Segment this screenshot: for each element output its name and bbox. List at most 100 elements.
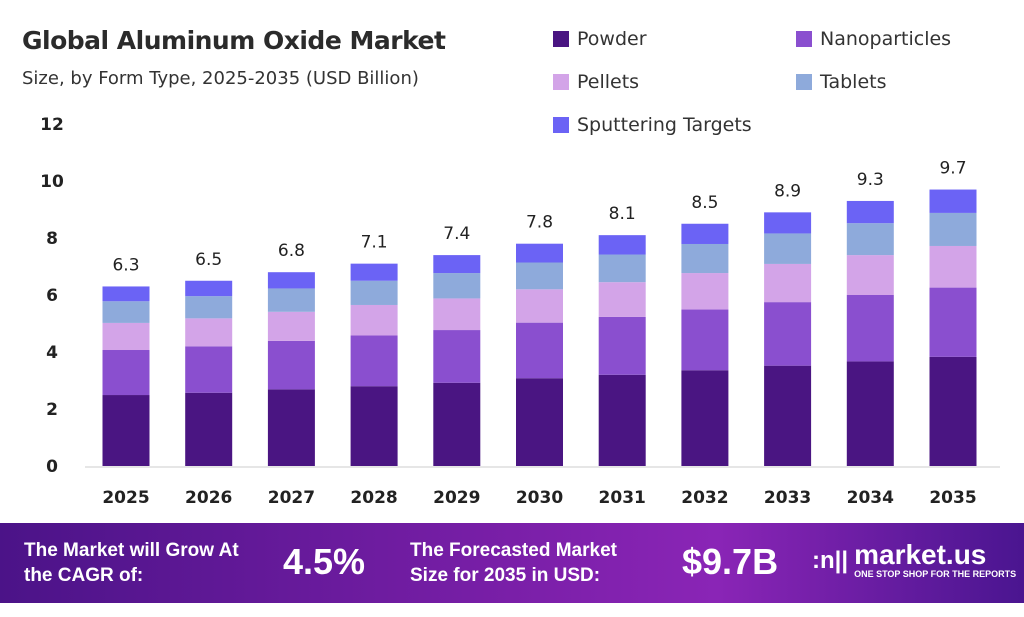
x-tick-label: 2026	[185, 488, 232, 508]
bar-segment-powder	[433, 382, 481, 466]
bar-segment-pellets	[598, 282, 646, 317]
logo-tagline: ONE STOP SHOP FOR THE REPORTS	[854, 569, 1017, 579]
legend-label: Nanoparticles	[820, 28, 952, 50]
legend-swatch	[796, 74, 812, 90]
logo-name: market.us	[854, 539, 987, 570]
bar-segment-sputtering-targets	[929, 189, 977, 213]
summary-banner: The Market will Grow At the CAGR of: 4.5…	[0, 523, 1024, 603]
legend-label: Powder	[577, 28, 647, 50]
data-label: 8.1	[609, 204, 636, 224]
y-tick-label: 8	[46, 229, 58, 249]
bar-segment-pellets	[764, 263, 812, 303]
bar-segment-tablets	[433, 273, 481, 299]
bar-segment-pellets	[846, 255, 894, 295]
bar-segment-powder	[185, 392, 233, 466]
bar-segment-nanoparticles	[598, 316, 646, 375]
bar-segment-pellets	[929, 245, 977, 288]
bar-segment-tablets	[929, 212, 977, 246]
bar-segment-tablets	[764, 233, 812, 264]
bar-segment-nanoparticles	[929, 287, 977, 357]
bar-segment-pellets	[350, 304, 398, 336]
bar-segment-pellets	[516, 289, 563, 323]
data-label: 9.3	[857, 170, 884, 190]
bar-segment-powder	[846, 361, 894, 466]
bar-segment-nanoparticles	[681, 309, 729, 371]
forecast-value: $9.7B	[682, 541, 779, 582]
bar-segment-nanoparticles	[846, 295, 894, 362]
bar-segment-nanoparticles	[267, 340, 315, 390]
legend-item-nanoparticles: Nanoparticles	[796, 28, 951, 50]
bar-segment-pellets	[185, 318, 233, 347]
x-tick-label: 2025	[102, 488, 149, 508]
x-tick-label: 2028	[350, 488, 397, 508]
bar-segment-sputtering-targets	[350, 263, 398, 281]
data-label: 7.8	[526, 213, 553, 233]
bar-segment-powder	[764, 365, 812, 466]
legend-item-powder: Powder	[553, 28, 647, 50]
bar-segment-tablets	[516, 262, 563, 290]
chart-subtitle: Size, by Form Type, 2025-2035 (USD Billi…	[22, 68, 419, 89]
bar-segment-sputtering-targets	[433, 255, 481, 274]
legend-swatch	[553, 117, 569, 133]
bar-segment-sputtering-targets	[764, 212, 812, 234]
legend-label: Tablets	[820, 71, 887, 93]
x-tick-label: 2031	[599, 488, 646, 508]
bar-segment-sputtering-targets	[185, 280, 233, 297]
bar-segment-sputtering-targets	[516, 243, 563, 263]
x-tick-label: 2027	[268, 488, 315, 508]
bar-segment-sputtering-targets	[267, 272, 315, 289]
bar-segment-nanoparticles	[350, 335, 398, 387]
legend-item-pellets: Pellets	[553, 71, 639, 93]
bar-segment-sputtering-targets	[681, 223, 729, 244]
bar-segment-tablets	[846, 223, 894, 256]
y-tick-label: 10	[40, 172, 64, 192]
x-tick-label: 2035	[929, 488, 976, 508]
bar-segment-tablets	[267, 288, 315, 312]
bar-segment-nanoparticles	[764, 302, 812, 366]
data-label: 7.1	[361, 233, 388, 253]
data-label: 6.8	[278, 241, 305, 261]
data-label: 6.3	[112, 255, 139, 275]
bar-segment-tablets	[185, 296, 233, 319]
bar-segment-nanoparticles	[433, 330, 481, 383]
bar-segment-sputtering-targets	[102, 286, 150, 302]
x-tick-label: 2033	[764, 488, 811, 508]
data-label: 6.5	[195, 250, 222, 270]
data-label: 8.5	[691, 193, 718, 213]
bar-segment-sputtering-targets	[598, 235, 646, 255]
bar-segment-pellets	[681, 273, 729, 310]
bar-segment-pellets	[433, 298, 481, 331]
bar-segment-tablets	[102, 301, 150, 323]
x-tick-label: 2032	[681, 488, 728, 508]
forecast-label: The Forecasted Market Size for 2035 in U…	[410, 540, 617, 586]
bar-segment-pellets	[267, 311, 315, 341]
bar-segment-powder	[267, 389, 315, 466]
bar-segment-tablets	[350, 280, 398, 305]
cagr-label: The Market will Grow At the CAGR of:	[24, 540, 239, 586]
y-tick-label: 2	[46, 400, 58, 420]
chart-title: Global Aluminum Oxide Market	[22, 26, 446, 55]
legend-swatch	[553, 31, 569, 47]
legend-label: Sputtering Targets	[577, 114, 752, 136]
bar-segment-powder	[350, 386, 398, 466]
cagr-value: 4.5%	[283, 541, 366, 582]
y-tick-label: 0	[46, 457, 58, 477]
stacked-bar-chart: 0 2 4 6 8 10 12 6.3 2025 6.5 2026 6.8 2027 7.1 2028 7.4…	[40, 115, 1000, 508]
bar-segment-powder	[681, 370, 729, 466]
market-us-logo: :n|| market.us ONE STOP SHOP FOR THE REP…	[812, 541, 1016, 580]
data-label: 7.4	[443, 224, 470, 244]
bar-segment-sputtering-targets	[846, 200, 894, 224]
y-tick-label: 12	[40, 115, 64, 135]
bar-segment-powder	[102, 395, 150, 466]
legend-swatch	[553, 74, 569, 90]
bar-segment-nanoparticles	[102, 350, 150, 396]
y-tick-label: 4	[46, 343, 58, 363]
bar-segment-tablets	[681, 243, 729, 274]
bar-segment-powder	[598, 374, 646, 466]
bar-segment-powder	[929, 356, 977, 466]
x-tick-label: 2029	[433, 488, 480, 508]
x-tick-label: 2034	[847, 488, 894, 508]
legend-item-tablets: Tablets	[796, 71, 886, 93]
bar-segment-nanoparticles	[516, 322, 563, 379]
legend-label: Pellets	[577, 71, 640, 93]
